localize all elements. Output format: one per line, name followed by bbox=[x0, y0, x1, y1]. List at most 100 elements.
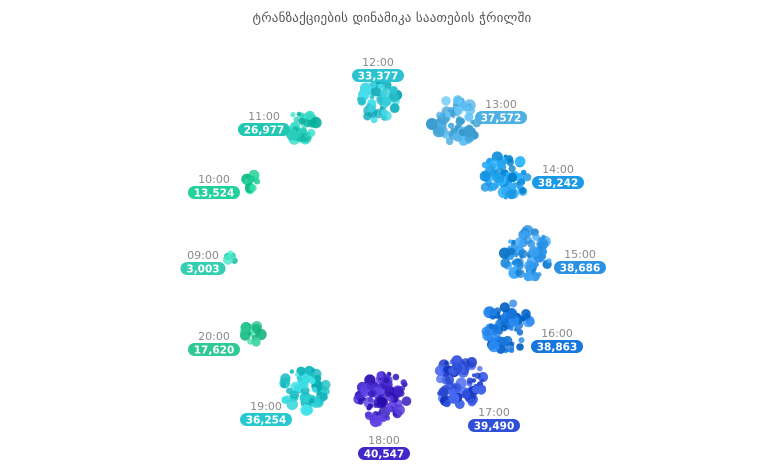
bubble bbox=[509, 347, 515, 353]
chart-title: ტრანზაქციების დინამიკა საათების ჭრილში bbox=[252, 11, 532, 26]
bubble bbox=[436, 111, 444, 119]
bubble bbox=[255, 328, 267, 341]
bubble bbox=[528, 246, 540, 258]
time-label: 15:00 bbox=[564, 248, 596, 261]
bubble bbox=[466, 377, 474, 384]
bubble bbox=[286, 387, 293, 395]
bubble bbox=[240, 322, 251, 333]
bubble bbox=[527, 239, 536, 248]
bubble bbox=[390, 93, 400, 103]
bubble bbox=[438, 387, 449, 397]
bubble bbox=[441, 96, 451, 106]
bubble bbox=[289, 369, 295, 374]
bubble bbox=[357, 97, 367, 106]
value-pill bbox=[188, 186, 240, 199]
bubble bbox=[534, 273, 539, 279]
bubble bbox=[507, 172, 518, 183]
bubble bbox=[452, 361, 459, 368]
bubble bbox=[519, 187, 527, 195]
bubble bbox=[464, 112, 474, 122]
bubble bbox=[502, 158, 508, 165]
bubble bbox=[298, 117, 306, 125]
time-label: 11:00 bbox=[248, 110, 280, 123]
cluster-1400 bbox=[479, 151, 532, 200]
value-pill bbox=[240, 413, 292, 426]
bubble bbox=[436, 374, 445, 384]
bubble bbox=[360, 82, 372, 94]
bubble bbox=[247, 175, 256, 183]
bubble bbox=[532, 233, 540, 241]
bubble bbox=[286, 398, 299, 411]
bubble bbox=[498, 247, 511, 259]
bubble bbox=[489, 182, 498, 191]
bubble bbox=[377, 96, 384, 103]
bubble bbox=[253, 178, 261, 185]
bubble bbox=[509, 184, 514, 189]
bubble bbox=[376, 397, 387, 407]
bubble bbox=[440, 397, 446, 403]
bubble bbox=[448, 122, 455, 129]
bubble bbox=[509, 327, 514, 331]
bubble bbox=[455, 117, 464, 126]
cluster-1800 bbox=[353, 371, 412, 428]
bubble bbox=[389, 86, 398, 95]
value-label: 3,003 bbox=[186, 264, 219, 276]
bubble bbox=[378, 413, 386, 421]
bubble bbox=[392, 373, 400, 381]
bubble bbox=[514, 156, 526, 167]
bubble bbox=[376, 371, 384, 379]
value-pill bbox=[352, 69, 404, 82]
bubble bbox=[314, 375, 322, 382]
cluster-1700 bbox=[434, 355, 489, 410]
bubble bbox=[499, 302, 510, 313]
value-label: 40,547 bbox=[364, 449, 405, 461]
cluster-1000 bbox=[241, 169, 261, 195]
bubble bbox=[319, 393, 328, 402]
bubble bbox=[454, 106, 464, 115]
bubble bbox=[516, 343, 524, 351]
cluster-1200 bbox=[357, 77, 403, 124]
bubble bbox=[357, 399, 364, 405]
bubble bbox=[533, 261, 539, 268]
bubble bbox=[370, 116, 378, 124]
bubble bbox=[365, 411, 374, 421]
value-label: 36,254 bbox=[246, 415, 287, 427]
bubble bbox=[516, 262, 524, 270]
bubble bbox=[384, 415, 391, 421]
bubble bbox=[448, 392, 460, 404]
value-label: 37,572 bbox=[481, 113, 522, 125]
cluster-1300 bbox=[425, 95, 482, 146]
bubble bbox=[296, 366, 306, 376]
bubble bbox=[290, 381, 302, 393]
bubble bbox=[299, 391, 312, 404]
value-label: 26,977 bbox=[244, 125, 285, 137]
time-label: 14:00 bbox=[542, 163, 574, 176]
bubble bbox=[311, 386, 318, 393]
bubble bbox=[247, 331, 252, 336]
bubble bbox=[370, 86, 382, 97]
bubble bbox=[301, 374, 310, 383]
bubble bbox=[305, 110, 315, 121]
time-label: 13:00 bbox=[485, 98, 517, 111]
bubble bbox=[293, 116, 300, 123]
bubble bbox=[308, 377, 316, 385]
bubble bbox=[382, 96, 392, 106]
bubble bbox=[477, 365, 483, 372]
bubble bbox=[492, 172, 504, 184]
bubble bbox=[481, 326, 492, 337]
bubble bbox=[506, 189, 517, 200]
bubble bbox=[509, 299, 518, 308]
bubble bbox=[520, 169, 527, 176]
time-label: 12:00 bbox=[362, 56, 394, 69]
bubble bbox=[514, 253, 518, 258]
value-label: 39,490 bbox=[474, 421, 515, 433]
bubble bbox=[309, 398, 315, 404]
bubble bbox=[281, 396, 290, 404]
bubble bbox=[448, 367, 454, 374]
bubble bbox=[434, 365, 446, 377]
bubble bbox=[506, 158, 515, 167]
value-label: 38,686 bbox=[560, 263, 601, 275]
bubble bbox=[515, 269, 525, 279]
bubble bbox=[508, 239, 513, 244]
bubble bbox=[444, 375, 455, 385]
